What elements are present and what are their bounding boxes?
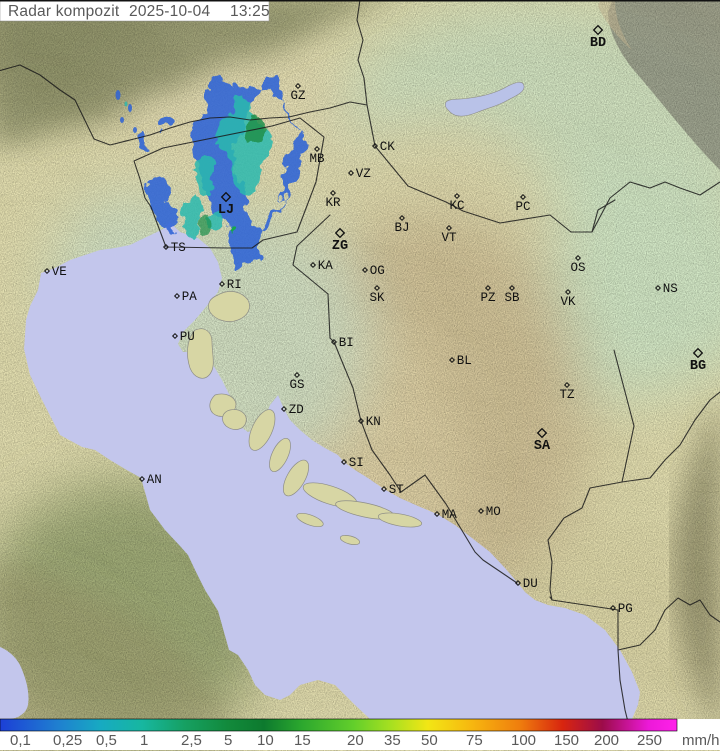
svg-text:75: 75 xyxy=(466,732,483,749)
svg-text:DU: DU xyxy=(523,577,538,591)
svg-text:BI: BI xyxy=(339,336,354,350)
svg-text:BJ: BJ xyxy=(394,221,409,235)
svg-text:KA: KA xyxy=(318,259,334,273)
svg-text:MB: MB xyxy=(309,152,325,166)
svg-text:2,5: 2,5 xyxy=(181,732,202,749)
svg-text:SI: SI xyxy=(349,456,364,470)
svg-text:PU: PU xyxy=(180,330,195,344)
svg-text:Radar kompozit: Radar kompozit xyxy=(8,3,120,20)
svg-text:PA: PA xyxy=(182,290,198,304)
svg-text:KN: KN xyxy=(366,415,381,429)
svg-text:GZ: GZ xyxy=(290,89,306,103)
svg-text:VE: VE xyxy=(52,265,67,279)
svg-text:15: 15 xyxy=(294,732,311,749)
svg-text:OS: OS xyxy=(570,261,585,275)
svg-text:MO: MO xyxy=(486,505,501,519)
svg-text:200: 200 xyxy=(594,732,619,749)
svg-text:PZ: PZ xyxy=(480,291,496,305)
svg-text:20: 20 xyxy=(347,732,364,749)
svg-text:35: 35 xyxy=(384,732,401,749)
svg-text:BL: BL xyxy=(457,354,472,368)
svg-text:2025-10-04: 2025-10-04 xyxy=(129,3,210,20)
svg-text:0,5: 0,5 xyxy=(96,732,117,749)
svg-text:OG: OG xyxy=(370,264,385,278)
svg-text:SB: SB xyxy=(504,291,520,305)
svg-text:RI: RI xyxy=(227,278,242,292)
svg-text:250: 250 xyxy=(637,732,662,749)
svg-text:VK: VK xyxy=(560,295,576,309)
svg-text:BG: BG xyxy=(690,359,706,374)
svg-text:NS: NS xyxy=(663,282,678,296)
svg-text:0,25: 0,25 xyxy=(53,732,82,749)
svg-text:VZ: VZ xyxy=(356,167,372,181)
svg-text:LJ: LJ xyxy=(218,203,234,218)
svg-text:13:25: 13:25 xyxy=(230,3,270,20)
svg-text:10: 10 xyxy=(257,732,274,749)
svg-text:1: 1 xyxy=(140,732,148,749)
svg-text:BD: BD xyxy=(590,36,606,51)
svg-text:KR: KR xyxy=(325,196,341,210)
svg-text:SA: SA xyxy=(534,439,551,454)
svg-text:150: 150 xyxy=(554,732,579,749)
svg-text:0,1: 0,1 xyxy=(10,732,31,749)
svg-text:CK: CK xyxy=(380,140,396,154)
svg-text:AN: AN xyxy=(147,473,162,487)
svg-text:mm/h: mm/h xyxy=(682,732,720,749)
svg-text:5: 5 xyxy=(224,732,232,749)
svg-text:ZG: ZG xyxy=(332,239,348,254)
svg-text:GS: GS xyxy=(289,378,304,392)
svg-text:TZ: TZ xyxy=(559,388,575,402)
svg-text:PG: PG xyxy=(618,602,633,616)
svg-text:50: 50 xyxy=(421,732,438,749)
svg-text:SK: SK xyxy=(369,291,385,305)
svg-text:ZD: ZD xyxy=(289,403,304,417)
svg-text:TS: TS xyxy=(171,241,186,255)
svg-text:100: 100 xyxy=(511,732,536,749)
svg-text:VT: VT xyxy=(441,231,457,245)
svg-text:PC: PC xyxy=(515,200,530,214)
